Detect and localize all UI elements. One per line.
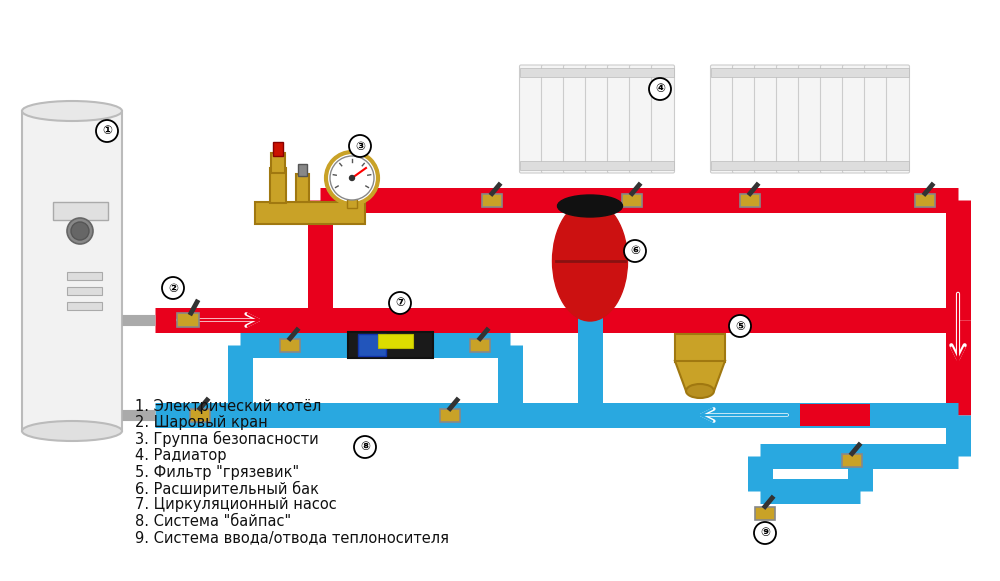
Ellipse shape <box>686 384 714 398</box>
Text: ③: ③ <box>355 139 365 152</box>
FancyBboxPatch shape <box>675 334 725 362</box>
Circle shape <box>729 315 751 337</box>
FancyBboxPatch shape <box>800 404 870 426</box>
Text: 7. Циркуляционный насос: 7. Циркуляционный насос <box>135 497 337 512</box>
FancyBboxPatch shape <box>520 65 542 173</box>
FancyBboxPatch shape <box>296 174 308 202</box>
FancyBboxPatch shape <box>710 65 734 173</box>
FancyBboxPatch shape <box>820 65 844 173</box>
FancyBboxPatch shape <box>270 167 286 203</box>
FancyBboxPatch shape <box>887 65 910 173</box>
Polygon shape <box>675 361 725 391</box>
FancyBboxPatch shape <box>66 302 102 310</box>
Circle shape <box>649 78 671 100</box>
Text: ⑤: ⑤ <box>735 320 745 332</box>
Text: 8. Система "байпас": 8. Система "байпас" <box>135 514 291 529</box>
FancyBboxPatch shape <box>564 65 586 173</box>
Circle shape <box>624 240 646 262</box>
FancyBboxPatch shape <box>378 334 413 348</box>
FancyBboxPatch shape <box>66 287 102 295</box>
FancyBboxPatch shape <box>915 193 935 206</box>
FancyBboxPatch shape <box>177 313 199 327</box>
Text: 9. Система ввода/отвода теплоносителя: 9. Система ввода/отвода теплоносителя <box>135 530 449 546</box>
Circle shape <box>350 175 354 181</box>
Text: ④: ④ <box>655 83 665 95</box>
FancyBboxPatch shape <box>52 202 108 220</box>
FancyBboxPatch shape <box>652 65 674 173</box>
FancyBboxPatch shape <box>630 65 652 173</box>
FancyBboxPatch shape <box>298 164 306 176</box>
FancyBboxPatch shape <box>776 65 800 173</box>
Text: ⑥: ⑥ <box>630 245 640 257</box>
Ellipse shape <box>22 101 122 121</box>
Circle shape <box>71 222 89 240</box>
Text: 4. Радиатор: 4. Радиатор <box>135 448 226 463</box>
FancyBboxPatch shape <box>190 408 210 421</box>
Circle shape <box>326 152 378 204</box>
Text: 5. Фильтр "грязевик": 5. Фильтр "грязевик" <box>135 464 299 479</box>
Circle shape <box>330 156 374 200</box>
FancyBboxPatch shape <box>273 142 283 156</box>
FancyBboxPatch shape <box>864 65 888 173</box>
Circle shape <box>96 120 118 142</box>
FancyBboxPatch shape <box>842 65 866 173</box>
Text: 2. Шаровый кран: 2. Шаровый кран <box>135 415 268 430</box>
FancyBboxPatch shape <box>440 408 460 421</box>
Circle shape <box>67 218 93 244</box>
Text: 3. Группа безопасности: 3. Группа безопасности <box>135 431 319 447</box>
Text: 6. Расширительный бак: 6. Расширительный бак <box>135 480 319 497</box>
FancyBboxPatch shape <box>482 193 502 206</box>
FancyBboxPatch shape <box>271 153 285 173</box>
Ellipse shape <box>558 195 622 217</box>
FancyBboxPatch shape <box>608 65 631 173</box>
Circle shape <box>349 135 371 157</box>
Text: 1. Электрический котёл: 1. Электрический котёл <box>135 399 321 414</box>
FancyBboxPatch shape <box>348 332 432 358</box>
Circle shape <box>754 522 776 544</box>
Ellipse shape <box>552 201 628 321</box>
FancyBboxPatch shape <box>255 202 365 224</box>
FancyBboxPatch shape <box>22 111 122 431</box>
FancyBboxPatch shape <box>347 196 357 208</box>
FancyBboxPatch shape <box>740 193 760 206</box>
FancyBboxPatch shape <box>711 161 909 170</box>
FancyBboxPatch shape <box>66 272 102 280</box>
FancyBboxPatch shape <box>358 334 386 356</box>
FancyBboxPatch shape <box>732 65 756 173</box>
FancyBboxPatch shape <box>280 339 300 352</box>
Text: ⑨: ⑨ <box>760 526 770 540</box>
Ellipse shape <box>22 421 122 441</box>
Circle shape <box>389 292 411 314</box>
FancyBboxPatch shape <box>755 65 778 173</box>
FancyBboxPatch shape <box>622 193 642 206</box>
FancyBboxPatch shape <box>470 339 490 352</box>
FancyBboxPatch shape <box>755 507 775 519</box>
Circle shape <box>162 277 184 299</box>
Text: ①: ① <box>102 124 112 138</box>
Text: ⑦: ⑦ <box>395 296 405 310</box>
Circle shape <box>354 436 376 458</box>
FancyBboxPatch shape <box>711 68 909 77</box>
FancyBboxPatch shape <box>586 65 608 173</box>
Text: ②: ② <box>168 282 178 295</box>
FancyBboxPatch shape <box>520 161 674 170</box>
FancyBboxPatch shape <box>542 65 564 173</box>
FancyBboxPatch shape <box>842 454 862 467</box>
FancyBboxPatch shape <box>798 65 822 173</box>
Text: ⑧: ⑧ <box>360 440 370 454</box>
FancyBboxPatch shape <box>520 68 674 77</box>
